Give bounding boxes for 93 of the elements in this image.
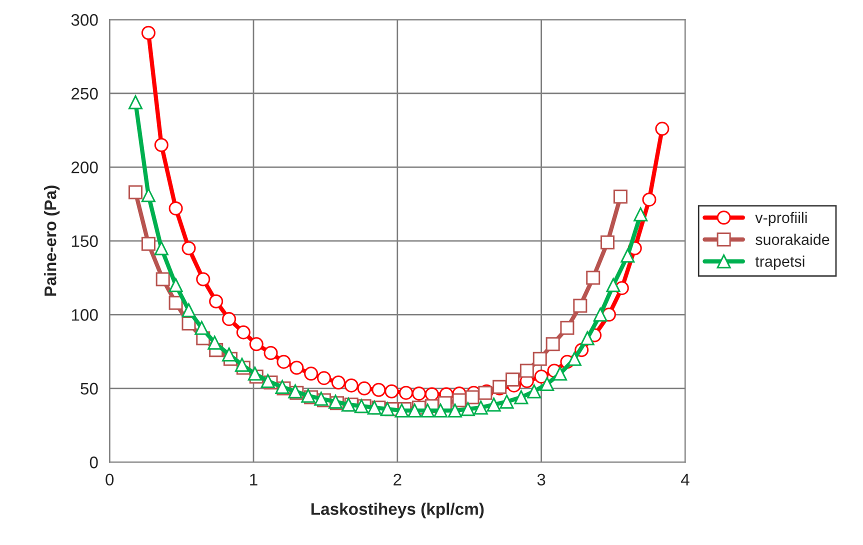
point bbox=[128, 185, 143, 200]
point bbox=[593, 308, 608, 322]
point bbox=[196, 272, 210, 286]
point bbox=[434, 404, 448, 418]
point bbox=[357, 381, 372, 396]
y-tick-label: 0 bbox=[90, 456, 98, 468]
point bbox=[634, 207, 648, 222]
point bbox=[290, 360, 304, 375]
x-tick-label: 0 bbox=[106, 474, 114, 486]
point bbox=[420, 404, 435, 418]
point bbox=[546, 337, 560, 352]
point bbox=[182, 241, 196, 256]
point bbox=[154, 241, 168, 256]
legend-label: suorakaide bbox=[756, 234, 830, 245]
point bbox=[304, 366, 318, 381]
point bbox=[208, 336, 222, 350]
point bbox=[301, 388, 316, 403]
x-tick-label: 3 bbox=[537, 474, 546, 486]
point bbox=[460, 402, 475, 416]
point bbox=[344, 378, 358, 392]
point bbox=[384, 384, 399, 398]
point bbox=[168, 278, 183, 292]
point bbox=[399, 386, 414, 400]
y-tick-label: 50 bbox=[80, 382, 98, 395]
point bbox=[194, 320, 209, 335]
point bbox=[249, 337, 264, 352]
point bbox=[600, 235, 615, 250]
point bbox=[236, 325, 250, 340]
point bbox=[264, 346, 278, 360]
point bbox=[367, 400, 382, 415]
y-tick-label: 250 bbox=[72, 88, 98, 100]
point bbox=[580, 331, 594, 346]
point bbox=[331, 375, 346, 390]
point bbox=[573, 298, 588, 313]
point bbox=[520, 364, 534, 378]
y-tick-label: 200 bbox=[72, 162, 98, 174]
point bbox=[317, 371, 332, 386]
y-tick-label: 100 bbox=[72, 309, 98, 321]
point bbox=[168, 201, 183, 216]
point bbox=[141, 26, 156, 40]
point bbox=[234, 358, 250, 372]
x-tick-label: 2 bbox=[394, 474, 402, 486]
point bbox=[260, 374, 275, 388]
legend-label: trapetsi bbox=[755, 256, 804, 270]
point bbox=[154, 138, 168, 152]
point bbox=[380, 402, 394, 416]
x-tick-label: 1 bbox=[250, 474, 258, 486]
point bbox=[567, 352, 582, 366]
point bbox=[424, 387, 439, 402]
point bbox=[341, 398, 356, 412]
point bbox=[486, 398, 501, 412]
point bbox=[209, 294, 224, 308]
point bbox=[540, 376, 554, 391]
point bbox=[276, 354, 291, 369]
legend-label: v-profiili bbox=[755, 212, 807, 226]
point bbox=[222, 347, 236, 362]
point bbox=[354, 399, 368, 414]
x-axis-title: Laskostiheys (kpl/cm) bbox=[311, 502, 484, 518]
y-axis-title: Paine-ero (Pa) bbox=[44, 186, 60, 296]
point bbox=[141, 188, 156, 202]
point bbox=[408, 404, 422, 418]
point bbox=[474, 400, 488, 415]
point bbox=[560, 320, 574, 335]
y-tick-label: 300 bbox=[71, 14, 98, 26]
point bbox=[314, 392, 328, 406]
y-tick-label: 150 bbox=[72, 235, 98, 248]
point bbox=[222, 312, 236, 326]
point bbox=[655, 122, 670, 136]
point bbox=[372, 382, 386, 397]
x-tick-label: 4 bbox=[680, 474, 690, 486]
point bbox=[642, 192, 656, 207]
point bbox=[182, 303, 196, 318]
point bbox=[514, 390, 528, 404]
point bbox=[156, 272, 170, 286]
point bbox=[620, 248, 635, 263]
point bbox=[534, 370, 548, 384]
point bbox=[606, 278, 620, 292]
point bbox=[465, 390, 480, 404]
point bbox=[586, 270, 600, 285]
point bbox=[553, 366, 568, 381]
point bbox=[448, 404, 462, 418]
point bbox=[248, 366, 262, 381]
point bbox=[412, 386, 426, 401]
point bbox=[394, 404, 409, 418]
point bbox=[182, 316, 196, 331]
point bbox=[532, 352, 547, 366]
point bbox=[613, 190, 628, 204]
point bbox=[168, 296, 183, 310]
point bbox=[506, 372, 520, 387]
point bbox=[500, 394, 514, 409]
point bbox=[141, 236, 156, 251]
point bbox=[128, 95, 143, 110]
point bbox=[527, 384, 542, 398]
